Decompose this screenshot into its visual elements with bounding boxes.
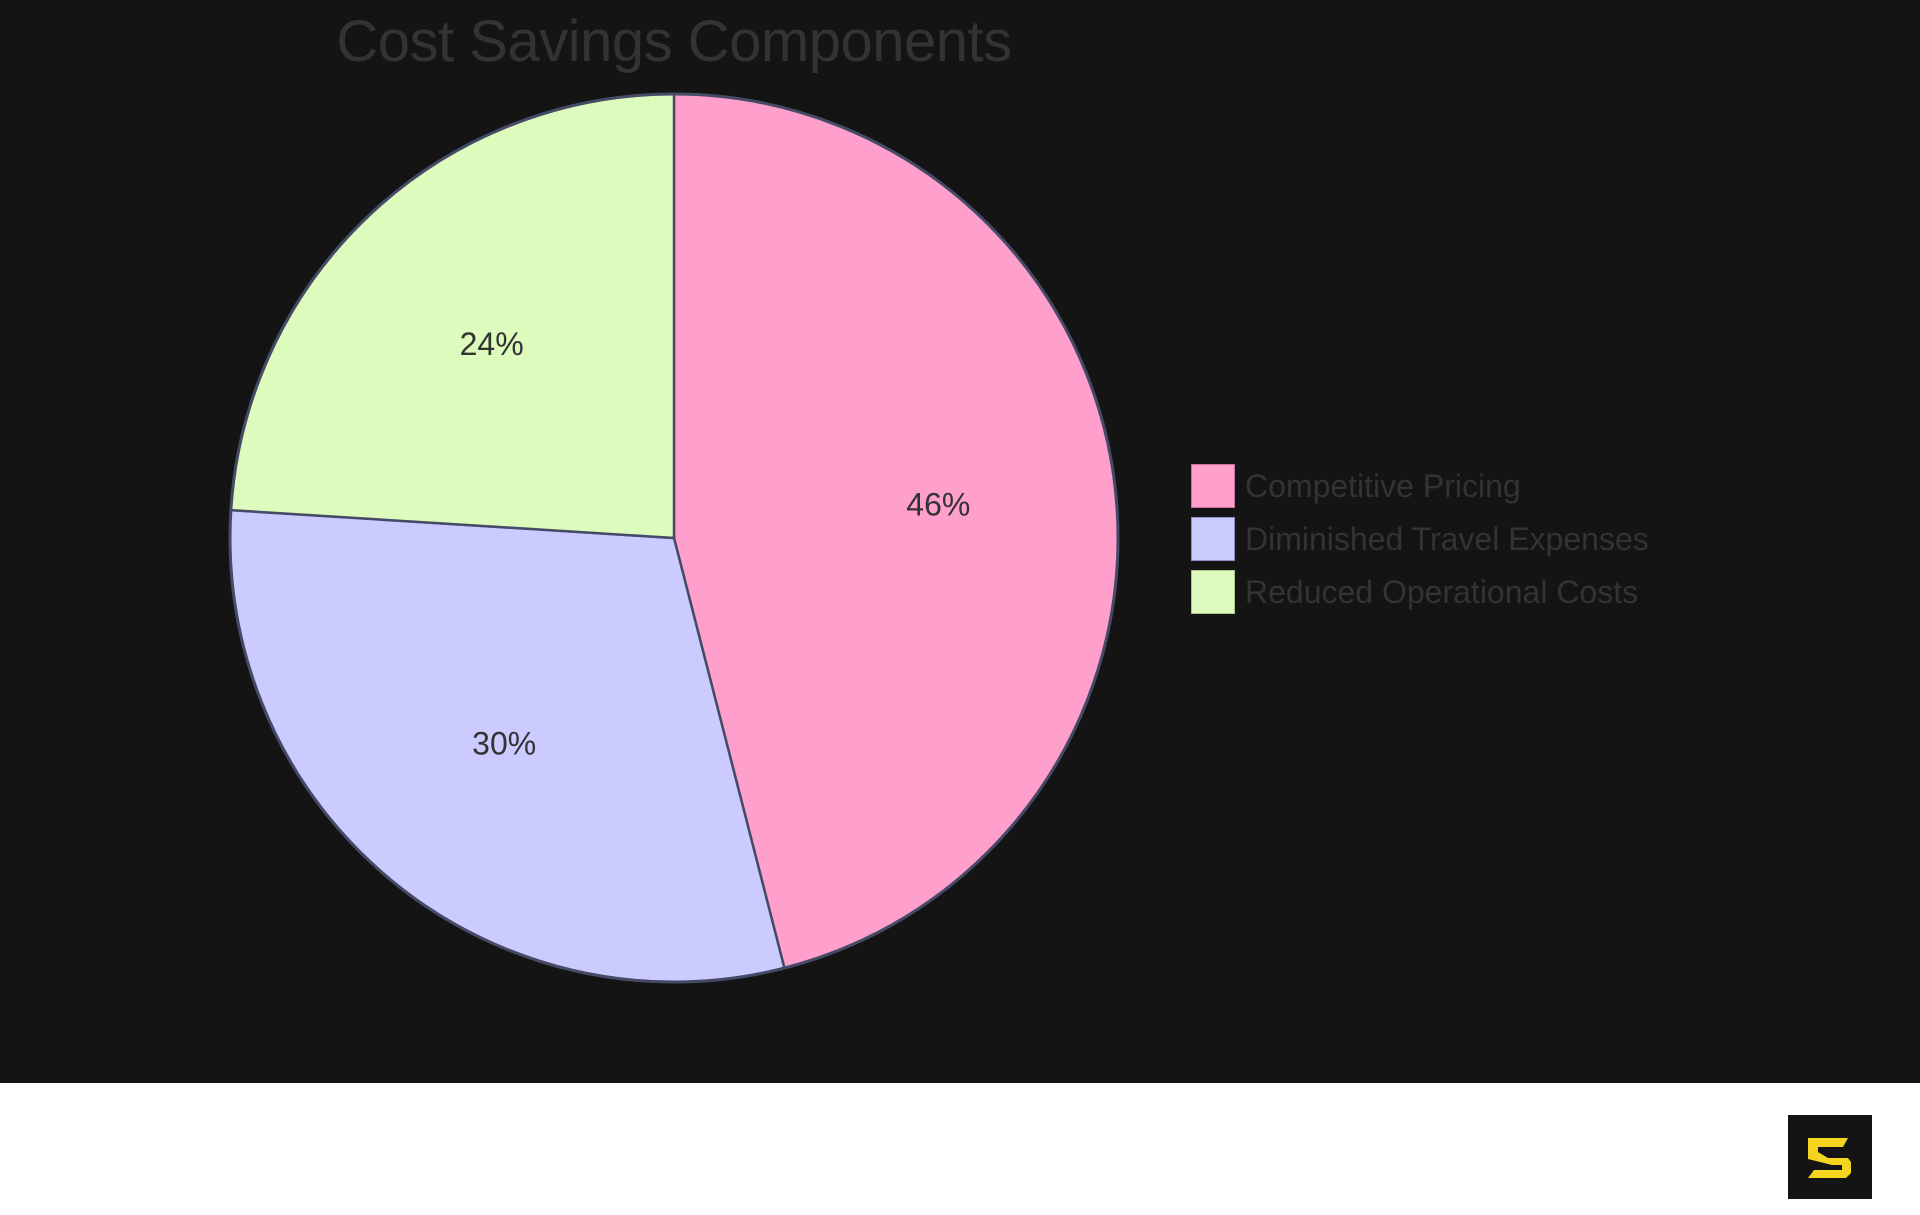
legend-item-reduced-operational-costs[interactable]: Reduced Operational Costs	[1191, 565, 1649, 618]
legend-item-competitive-pricing[interactable]: Competitive Pricing	[1191, 459, 1649, 512]
slice-percent-label: 46%	[906, 487, 970, 523]
slice-percent-label: 30%	[472, 725, 536, 761]
legend-label: Competitive Pricing	[1245, 467, 1521, 504]
s-logo-icon	[1808, 1138, 1851, 1178]
legend-item-diminished-travel-expenses[interactable]: Diminished Travel Expenses	[1191, 512, 1649, 565]
pie-slices	[228, 92, 1120, 984]
brand-logo	[1788, 1115, 1872, 1199]
pie-chart: 46% 30% 24%	[228, 92, 1120, 984]
pie-outline	[228, 92, 1120, 984]
legend-label: Diminished Travel Expenses	[1245, 520, 1649, 557]
pie-slice-reduced-operational-costs[interactable]	[229, 92, 676, 540]
pie-labels: 46% 30% 24%	[460, 326, 971, 761]
chart-title: Cost Savings Components	[336, 9, 1012, 74]
legend: Competitive Pricing Diminished Travel Ex…	[1191, 459, 1649, 618]
chart-area: Cost Savings Components 46% 30% 24% Compet…	[0, 0, 1920, 1083]
legend-swatch	[1191, 569, 1235, 614]
legend-swatch	[1191, 463, 1235, 508]
slice-percent-label: 24%	[460, 326, 524, 362]
legend-label: Reduced Operational Costs	[1245, 573, 1639, 610]
legend-swatch	[1191, 516, 1235, 561]
